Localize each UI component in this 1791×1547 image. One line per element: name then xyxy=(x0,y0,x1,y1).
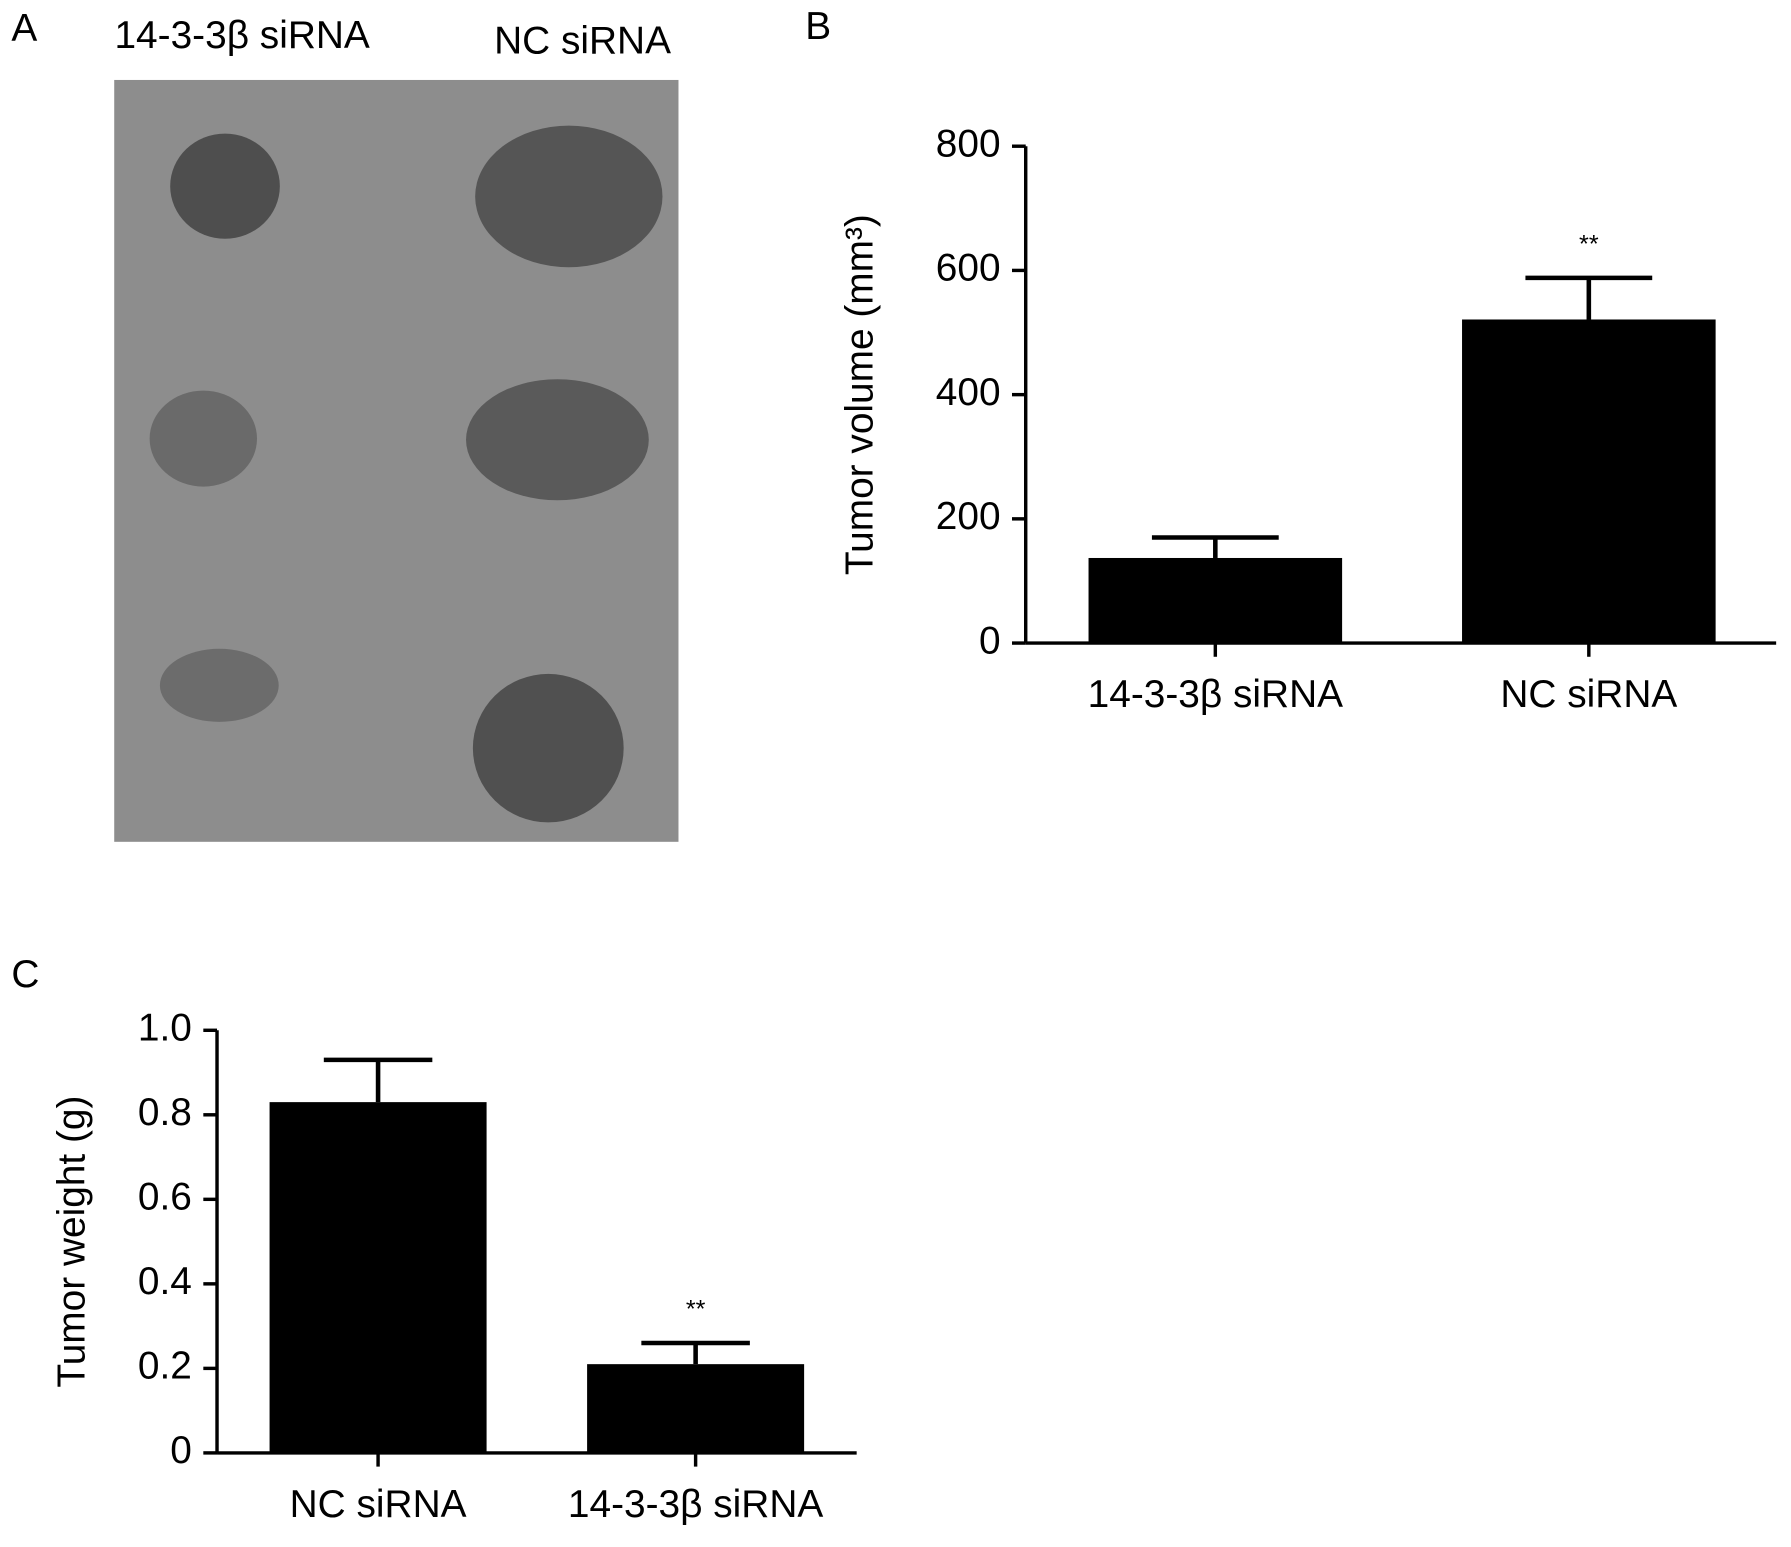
tumor-photo xyxy=(114,79,679,842)
panel-label: B xyxy=(805,5,831,48)
bar xyxy=(1462,319,1716,644)
error-bar xyxy=(1525,275,1653,320)
y-tick-label: 0 xyxy=(170,1429,192,1472)
photo-label: NC siRNA xyxy=(494,20,671,63)
y-tick-label: 0.6 xyxy=(138,1176,192,1219)
error-bar xyxy=(641,1340,750,1365)
y-axis-label: Tumor volume (mm³) xyxy=(839,214,882,575)
y-tick-label: 1.0 xyxy=(138,1007,192,1050)
x-tick-label: NC siRNA xyxy=(290,1483,467,1526)
bar xyxy=(587,1364,805,1453)
y-axis-label: Tumor weight (g) xyxy=(50,1096,93,1388)
y-tick-label: 200 xyxy=(936,495,1001,538)
error-bar xyxy=(1151,535,1279,558)
x-tick-label: 14-3-3β siRNA xyxy=(568,1483,823,1526)
y-tick-label: 0 xyxy=(979,619,1001,662)
panel-label: A xyxy=(11,7,37,50)
bar xyxy=(269,1102,487,1453)
y-tick-label: 0.2 xyxy=(138,1345,192,1388)
x-tick-label: 14-3-3β siRNA xyxy=(1088,673,1343,716)
y-tick-label: 0.8 xyxy=(138,1091,192,1134)
bar xyxy=(1088,557,1343,644)
photo-label: 14-3-3β siRNA xyxy=(114,14,369,57)
y-tick-label: 600 xyxy=(936,247,1001,290)
error-bar xyxy=(323,1057,433,1103)
significance: ** xyxy=(686,1296,706,1324)
y-tick-label: 0.4 xyxy=(138,1260,192,1303)
panel-label: C xyxy=(11,953,39,996)
y-tick-label: 800 xyxy=(936,122,1001,165)
y-tick-label: 400 xyxy=(936,371,1001,414)
x-tick-label: NC siRNA xyxy=(1500,673,1677,716)
significance: ** xyxy=(1579,231,1599,259)
